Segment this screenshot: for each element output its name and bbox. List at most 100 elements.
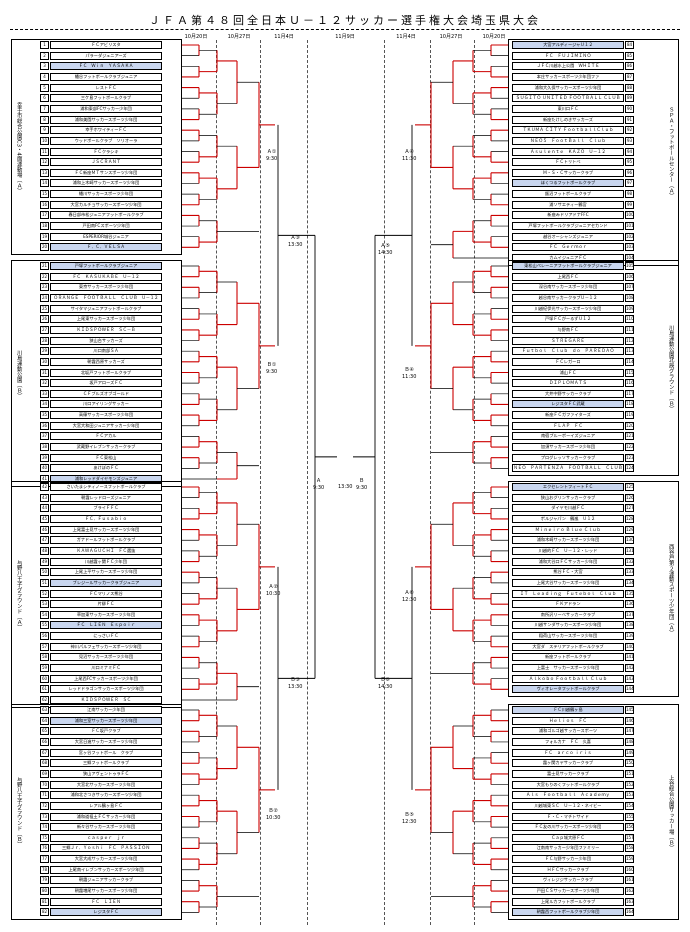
seed-number: 62 <box>40 696 49 704</box>
seed-number: 80 <box>40 887 49 896</box>
team-row: 137 南所沢リーベサッカークラブ <box>512 610 672 619</box>
team-name: 上尾ルカフットボールクラブ <box>512 897 624 906</box>
seed-number: 25 <box>40 304 49 313</box>
seed-number: 44 <box>40 504 49 513</box>
team-name: 浦山ＦＣ <box>512 368 624 377</box>
team-name: 朝霞西フットボールクラブ少年団 <box>512 908 624 917</box>
team-row: 111 与野南ＦＣ <box>512 325 672 334</box>
section-frame <box>11 39 182 255</box>
team-name: 本庄サッカースポーツ少年団ファ <box>512 72 624 81</box>
team-row: 114 ＦＣレガーロ <box>512 357 672 366</box>
team-row: 157 Ｃａｐ城大原ＦＣ <box>512 833 672 842</box>
team-row: 78 上尾南イレブンサッカースポーツ少年団 <box>26 865 186 874</box>
team-name: Ｃａｐ城大原ＦＣ <box>512 833 624 842</box>
team-row: 43 朝霞レッドローズジュニア <box>26 493 186 502</box>
team-name: Ａｓｕｌｅｎｔｅ ＫＡＺＯ Ｕ－１２ <box>512 147 624 156</box>
team-name: 加須サッカースポーツ少年団 <box>512 443 624 452</box>
team-row: 48 ＫＡＷＡＧＵＣＨＩ ＦＣ選抜 <box>26 546 186 555</box>
team-row: 104 カムイジュニアＦＣ <box>512 254 672 262</box>
team-name: ＦＣアカル <box>50 432 162 441</box>
team-row: 138 川越サンダサッカースポーツ少年団 <box>512 621 672 630</box>
seed-number: 61 <box>40 685 49 694</box>
team-name: 越谷南サッカークラブＵ－１２ <box>512 293 624 302</box>
team-row: 70 大宮北サッカースポーツ少年団 <box>26 780 186 789</box>
seed-number: 112 <box>625 336 634 345</box>
venue-label: ＳＰＡ・フットボールセンター（Ａ） <box>667 106 674 199</box>
seed-number: 82 <box>40 908 49 917</box>
seed-number: 125 <box>625 483 634 491</box>
team-row: 31 北坂戸フットボールクラブ <box>26 368 186 377</box>
seed-number: 109 <box>625 304 634 313</box>
team-name: Ｆｕｔｂｏｌ Ｃｌｕｂ ｄｏ ＰＡＲＥＤＡＯ <box>512 347 624 356</box>
team-row: 56 にっさいＦＣ <box>26 632 186 641</box>
page-title: ＪＦＡ第４８回全日本Ｕ－１２サッカー選手権大会埼玉県大会 <box>149 14 541 27</box>
team-name: 大宮大成サッカースポーツ少年団 <box>50 855 162 864</box>
seed-number: 103 <box>625 243 634 252</box>
seed-number: 50 <box>40 568 49 577</box>
date-header: 10月20日 <box>482 34 506 40</box>
team-name: ＫＩＤＳＰＯＷＥＲ ＳＣ－Ｂ <box>50 325 162 334</box>
seed-number: 111 <box>625 325 634 334</box>
match-label: Ａ③ 13:30 <box>288 235 303 248</box>
team-name: 幡川サッカースポーツ少年団 <box>50 190 162 199</box>
team-row: 10 ウッドボールクラブ ソリオーラ <box>26 136 186 145</box>
seed-number: 113 <box>625 347 634 356</box>
team-row: 146 Ｈｅｌｉｏｓ ＦＣ <box>512 716 672 725</box>
team-name: Ｆ・Ｃ・マチトサイド <box>512 812 624 821</box>
team-name: 北坂戸フットボールクラブ <box>50 368 162 377</box>
team-row: 154 川越城東ＳＣ Ｕ－１２・ネイビー <box>512 801 672 810</box>
team-row: 6 三ケ島フットボールクラブ <box>26 94 186 103</box>
seed-number: 24 <box>40 293 49 302</box>
team-row: 156 ＦＣ友の川サッカースポーツ少年団 <box>512 823 672 832</box>
team-name: 神川パルフェサッカースポーツ少年団 <box>50 642 162 651</box>
team-name: ｃａｓｐｅｒ ｊｒ <box>50 833 162 842</box>
team-name: ＦＫアドラン <box>512 600 624 609</box>
team-row: 42 さいたまシティノースフットボールクラブ <box>26 483 186 491</box>
seed-number: 120 <box>625 421 634 430</box>
team-name: 川越城東ＳＣ Ｕ－１２・ネイビー <box>512 801 624 810</box>
seed-number: 81 <box>40 897 49 906</box>
seed-number: 106 <box>625 272 634 281</box>
match-label: Ｂ⑥ 14:30 <box>378 677 393 690</box>
team-row: 99 浦ソサエティー鶴宮 <box>512 200 672 209</box>
team-row: 76 三郷Ｊｒ．Ｙｏｓｈｉ ＦＣ ＰＡＳＳＩＯＮ <box>26 844 186 853</box>
team-name: ＦＣ Ｇｅｒｍｏｒ <box>512 243 624 252</box>
seed-number: 39 <box>40 453 49 462</box>
seed-number: 100 <box>625 211 634 220</box>
team-row: 139 稲荷山サッカースポーツ少年団 <box>512 632 672 641</box>
team-name: 三郷Ｊｒ．Ｙｏｓｈｉ ＦＣ ＰＡＳＳＩＯＮ <box>50 844 162 853</box>
seed-number: 11 <box>40 147 49 156</box>
team-name: 戸田南FCスポーツ少年団 <box>50 222 162 231</box>
team-row: 133 熊谷ＦＣ・大宮 <box>512 568 672 577</box>
team-row: 110 戸塚ＦＣがーるずＵ１２ <box>512 315 672 324</box>
team-row: 128 ポルジャパン 鶴嵐 Ｕ１２ <box>512 514 672 523</box>
seed-number: 79 <box>40 876 49 885</box>
team-name: Ｍｉｎｅｉｒｏ Ｂｌｕｅ Ｃｌｕｂ <box>512 525 624 534</box>
seed-number: 42 <box>40 483 49 491</box>
team-name: ブライＦＦＣ <box>50 504 162 513</box>
team-row: 16 大宮カルチョサッカースポーツ少年団 <box>26 200 186 209</box>
seed-number: 119 <box>625 411 634 420</box>
team-row: 105 東松山ペレーニアフットボールクラブジュニア <box>512 262 672 270</box>
seed-number: 17 <box>40 211 49 220</box>
team-name: レストＦＣ <box>50 83 162 92</box>
team-name: 東京サッカースポーツ少年団 <box>50 283 162 292</box>
team-row: 123 プログレッソサッカークラブ <box>512 453 672 462</box>
team-name: 富士見サッカークラブ <box>512 769 624 778</box>
seed-number: 27 <box>40 325 49 334</box>
team-name: ＮＥＯ ＰＡＲＴＥＮＺＡ ＦＯＯＴＢＡＬＬ ＣＬＵＢ <box>512 464 624 473</box>
team-row: 4 幡谷フットボールクラブジュニア <box>26 72 186 81</box>
team-name: 浦和ゴルゴ越サッカースポーツ <box>512 727 624 736</box>
seed-number: 13 <box>40 168 49 177</box>
seed-number: 46 <box>40 525 49 534</box>
team-row: 53 片柳ＦＣ <box>26 600 186 609</box>
team-name: 川越サンダサッカースポーツ少年団 <box>512 621 624 630</box>
seed-number: 140 <box>625 642 634 651</box>
seed-number: 122 <box>625 443 634 452</box>
match-label: Ｂ② 10:30 <box>266 808 281 821</box>
seed-number: 114 <box>625 357 634 366</box>
seed-number: 90 <box>625 104 634 113</box>
team-row: 66 大宮日進サッカースポーツ少年団 <box>26 737 186 746</box>
team-row: 44 ブライＦＦＣ <box>26 504 186 513</box>
seed-number: 38 <box>40 443 49 452</box>
